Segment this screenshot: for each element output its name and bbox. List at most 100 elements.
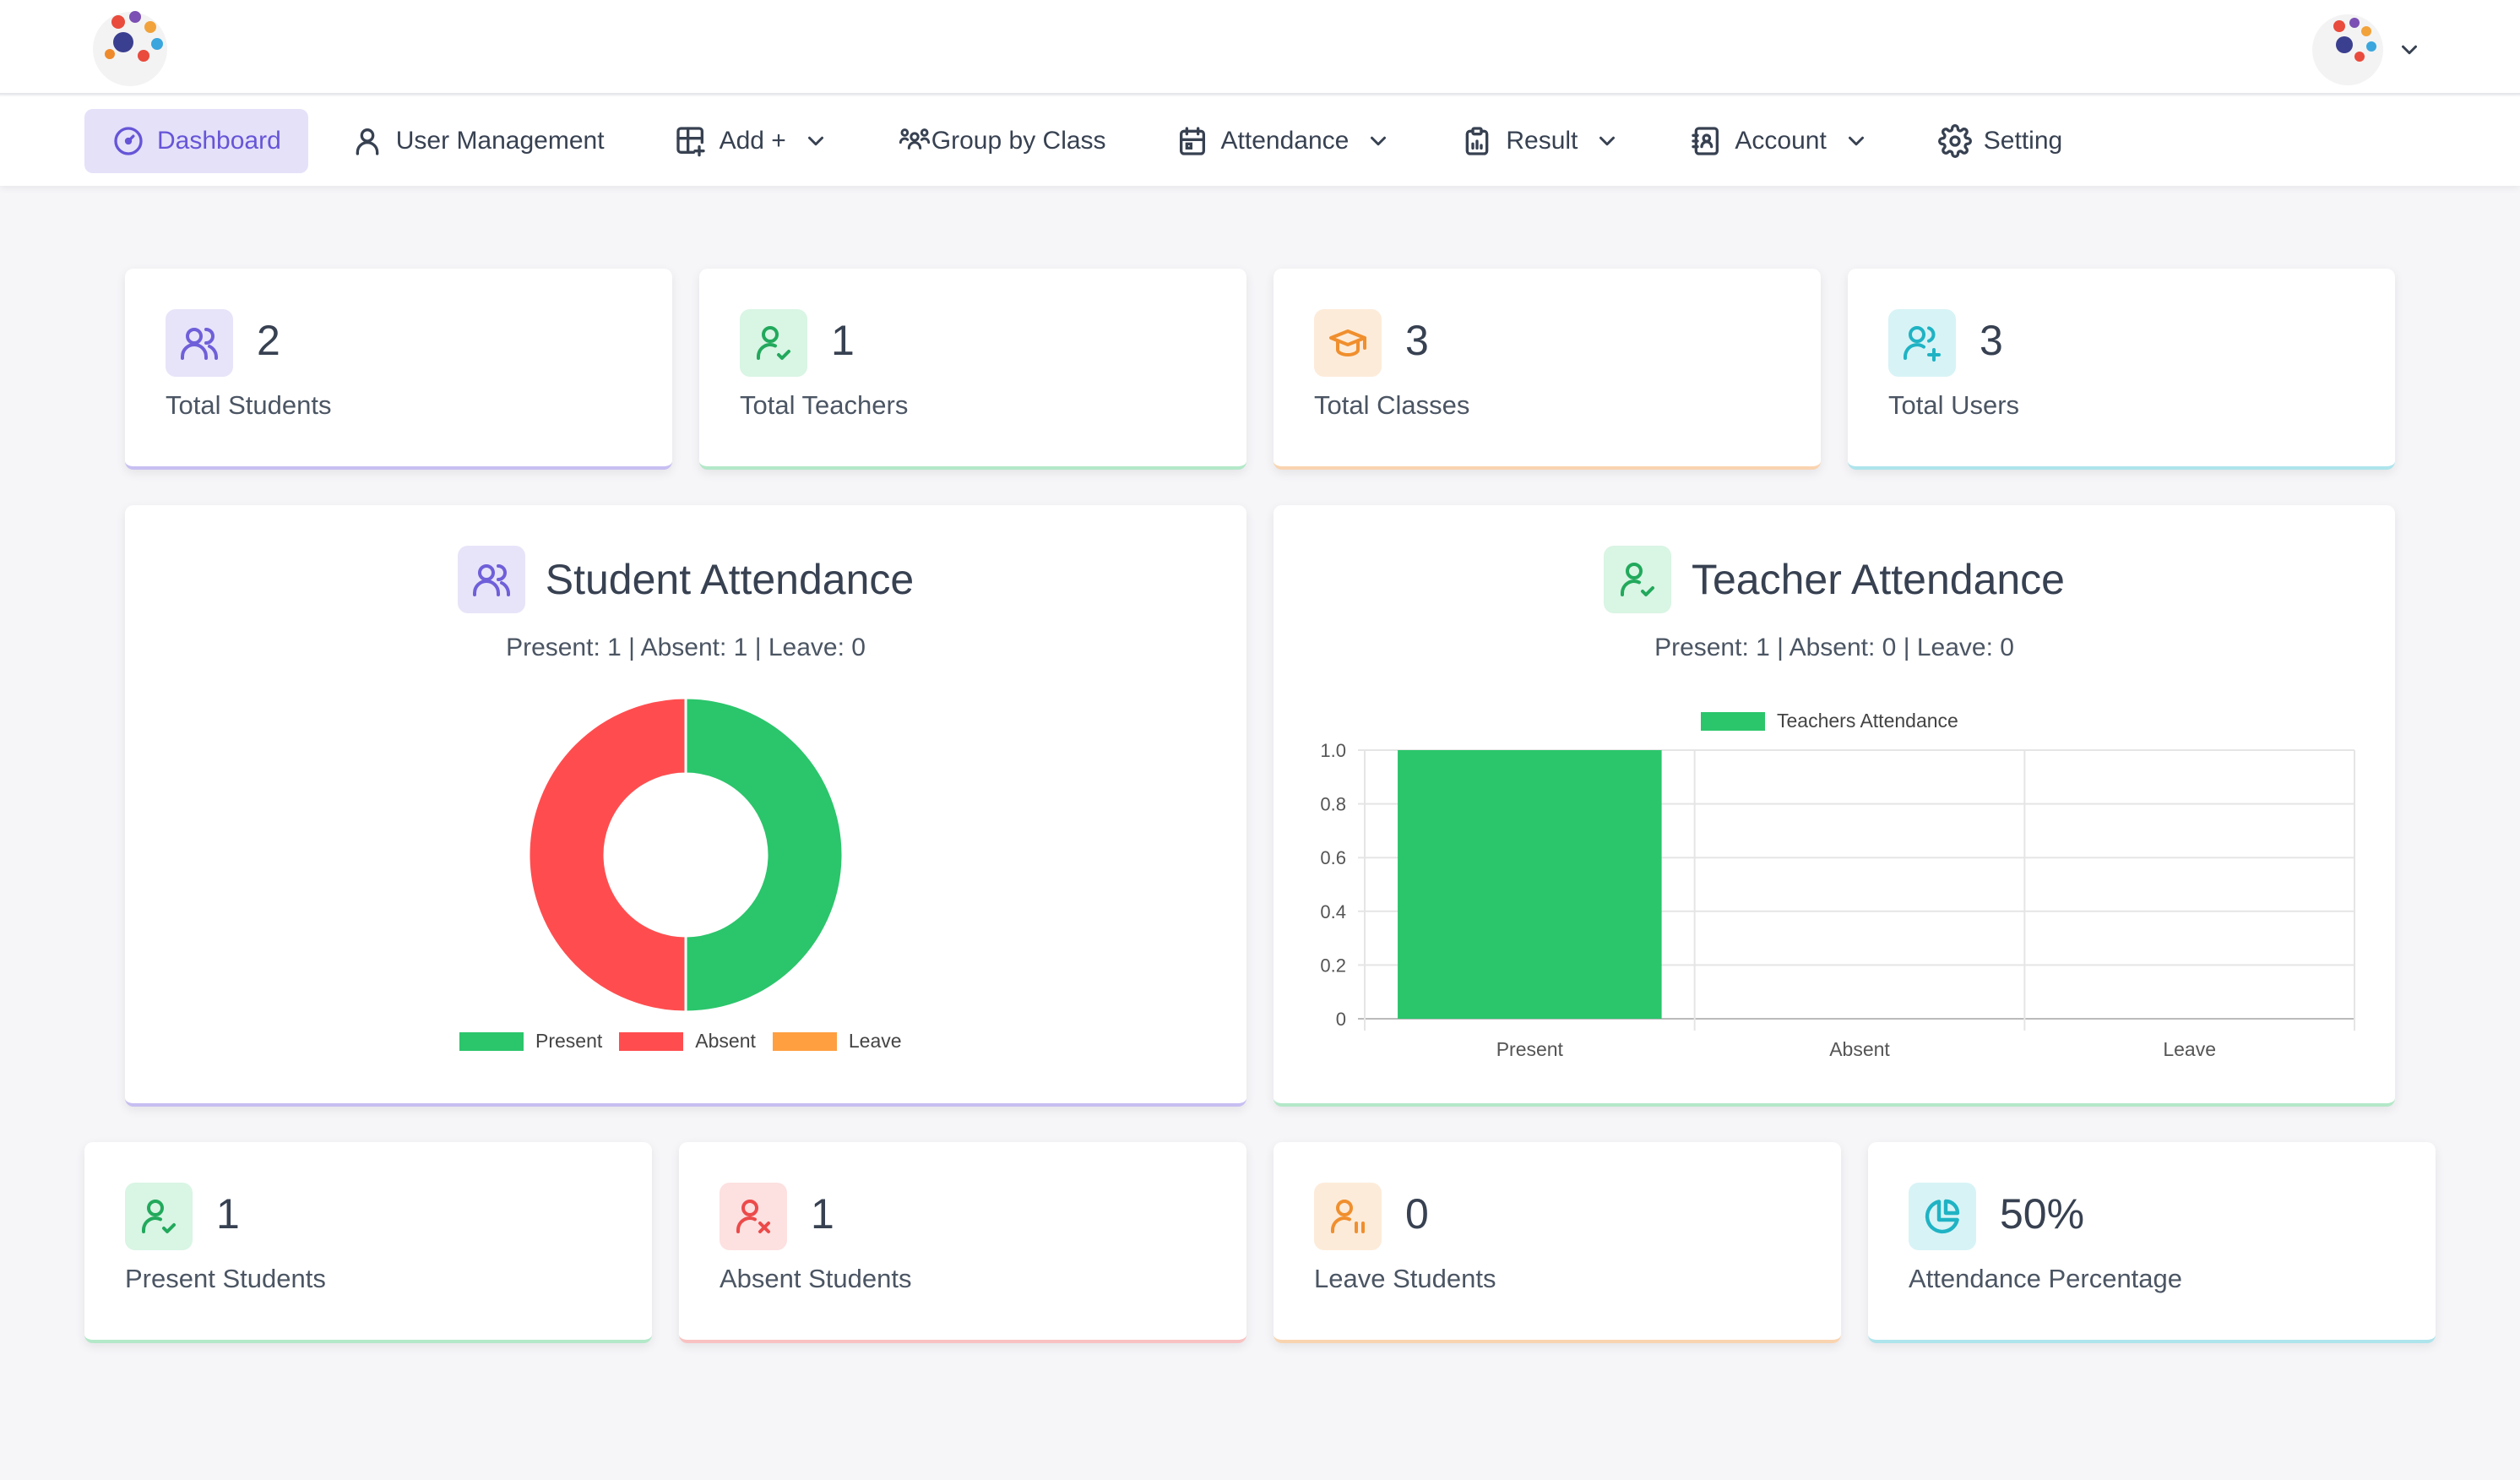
- user-check-icon: [740, 309, 807, 377]
- legend-item-teachers-attendance[interactable]: Teachers Attendance: [1701, 710, 1958, 732]
- attendance-summary: Present: 1 | Absent: 0 | Leave: 0: [1654, 634, 2014, 661]
- stat-value: 2: [257, 317, 280, 364]
- nav-label: Group by Class: [931, 127, 1106, 155]
- stat-label: Total Students: [166, 390, 332, 420]
- stat-value: 50%: [2000, 1190, 2085, 1238]
- donut-slice-present[interactable]: [684, 696, 845, 1014]
- y-tick-label: 0.8: [1320, 794, 1346, 815]
- stat-card-total-students: 2 Total Students: [125, 269, 672, 470]
- gauge-icon: [114, 127, 143, 155]
- nav-add[interactable]: Add +: [647, 109, 855, 173]
- stat-label: Total Classes: [1314, 390, 1470, 420]
- y-tick-label: 0.2: [1320, 955, 1346, 976]
- stat-label: Total Teachers: [740, 390, 909, 420]
- chevron-down-icon: [1599, 136, 1616, 146]
- nav-setting[interactable]: Setting: [1911, 109, 2089, 173]
- address-book-icon: [1692, 127, 1719, 155]
- stat-card-attendance-percentage: 50% Attendance Percentage: [1868, 1142, 2436, 1343]
- stat-card-absent-students: 1 Absent Students: [679, 1142, 1246, 1343]
- nav-label: Setting: [1983, 127, 2063, 155]
- legend-label: Present: [535, 1030, 603, 1052]
- graduation-cap-icon: [1314, 309, 1382, 377]
- nav-user-management[interactable]: User Management: [323, 109, 632, 173]
- legend-swatch: [459, 1031, 524, 1051]
- chevron-down-icon: [807, 136, 823, 146]
- x-tick-label: Leave: [2163, 1038, 2216, 1060]
- user-icon: [356, 128, 379, 155]
- nav-attendance[interactable]: Attendance: [1149, 109, 1419, 173]
- school-logo[interactable]: [84, 5, 176, 93]
- x-tick-label: Absent: [1829, 1038, 1890, 1060]
- group-icon: [899, 128, 930, 150]
- doughnut-chart[interactable]: [525, 694, 846, 1015]
- pie-chart-icon: [1909, 1183, 1976, 1250]
- user-x-icon: [720, 1183, 787, 1250]
- legend-item-absent[interactable]: Absent: [619, 1030, 756, 1053]
- stat-value: 0: [1405, 1190, 1429, 1238]
- student-attendance-card: Student Attendance Present: 1 | Absent: …: [125, 505, 1246, 1107]
- nav-group-by-class[interactable]: Group by Class: [871, 109, 1133, 173]
- bar-present[interactable]: [1398, 750, 1662, 1019]
- avatar[interactable]: [2311, 13, 2385, 87]
- legend-label: Leave: [848, 1030, 902, 1052]
- chevron-down-icon: [1848, 136, 1864, 146]
- stat-card-present-students: 1 Present Students: [84, 1142, 652, 1343]
- nav-label: Attendance: [1220, 127, 1350, 155]
- stat-card-leave-students: 0 Leave Students: [1274, 1142, 1841, 1343]
- stat-value: 1: [831, 317, 855, 364]
- chart-legend: Present Absent Leave: [459, 1030, 919, 1053]
- chart-title: Teacher Attendance: [1274, 546, 2395, 613]
- stat-value: 3: [1980, 317, 2003, 364]
- user-check-icon: [125, 1183, 193, 1250]
- legend-item-leave[interactable]: Leave: [772, 1030, 902, 1053]
- user-plus-icon: [1888, 309, 1956, 377]
- users-icon: [457, 546, 525, 613]
- main-navbar: Dashboard User Management Add + Group by…: [0, 96, 2520, 186]
- user-menu[interactable]: [2311, 12, 2422, 88]
- stat-label: Attendance Percentage: [1909, 1264, 2183, 1293]
- legend-swatch: [772, 1031, 837, 1051]
- stat-label: Total Users: [1888, 390, 2020, 420]
- legend-item-present[interactable]: Present: [459, 1030, 602, 1053]
- nav-label: Account: [1735, 127, 1827, 155]
- y-tick-label: 0.4: [1320, 901, 1346, 922]
- user-check-icon: [1604, 546, 1671, 613]
- stat-value: 3: [1405, 317, 1429, 364]
- calendar-icon: [1179, 127, 1205, 155]
- stat-card-total-users: 3 Total Users: [1848, 269, 2395, 470]
- chart-title: Student Attendance: [125, 546, 1246, 613]
- nav-dashboard[interactable]: Dashboard: [84, 109, 308, 173]
- bar-chart[interactable]: Teachers Attendance 1.0 0.8 0.6 0.4 0.2 0 Prese…: [1274, 505, 2395, 1107]
- user-pause-icon: [1314, 1183, 1382, 1250]
- teacher-attendance-card: Teacher Attendance Present: 1 | Absent: …: [1274, 505, 2395, 1107]
- stat-value: 1: [216, 1190, 240, 1238]
- stat-card-total-classes: 3 Total Classes: [1274, 269, 1821, 470]
- users-icon: [166, 309, 233, 377]
- table-plus-icon: [676, 127, 705, 157]
- attendance-summary: Present: 1 | Absent: 1 | Leave: 0: [506, 634, 866, 661]
- legend-swatch: [1701, 712, 1765, 731]
- stat-label: Present Students: [125, 1264, 326, 1293]
- donut-slice-absent[interactable]: [527, 696, 687, 1014]
- stat-label: Leave Students: [1314, 1264, 1496, 1293]
- nav-label: Dashboard: [157, 127, 281, 155]
- nav-label: Add +: [719, 127, 786, 155]
- nav-label: Result: [1506, 127, 1578, 155]
- nav-result[interactable]: Result: [1433, 109, 1647, 173]
- x-tick-label: Present: [1496, 1038, 1564, 1060]
- chevron-down-icon: [1371, 136, 1387, 146]
- stat-value: 1: [811, 1190, 834, 1238]
- top-bar: [0, 0, 2520, 95]
- legend-label: Absent: [695, 1030, 756, 1052]
- chart-title-text: Teacher Attendance: [1692, 556, 2065, 603]
- nav-label: User Management: [395, 127, 605, 155]
- chevron-down-icon[interactable]: [2397, 37, 2422, 63]
- stat-label: Absent Students: [720, 1264, 912, 1293]
- gear-icon: [1937, 124, 1972, 158]
- clipboard-chart-icon: [1466, 127, 1489, 155]
- y-tick-label: 0.6: [1320, 847, 1346, 868]
- legend-label: Teachers Attendance: [1777, 710, 1958, 732]
- nav-account[interactable]: Account: [1662, 109, 1895, 173]
- y-tick-label: 1.0: [1320, 740, 1346, 761]
- y-tick-label: 0: [1336, 1009, 1346, 1030]
